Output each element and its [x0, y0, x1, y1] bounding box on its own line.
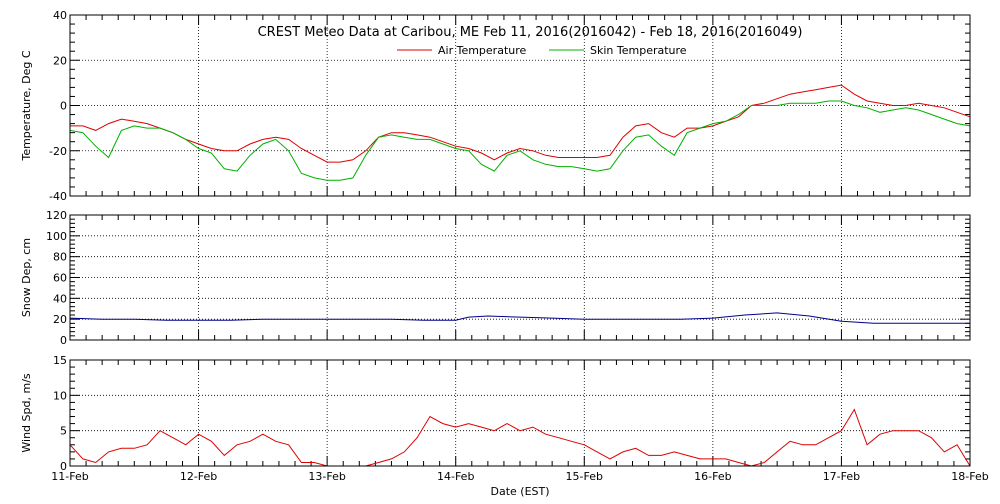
- temperature-y-tick-label: 40: [53, 9, 67, 22]
- temperature-series-air-temperature: [70, 84, 971, 163]
- wind-speed-series-line-0: [69, 408, 971, 467]
- snow-depth-y-tick-label: 80: [53, 251, 67, 264]
- legend-air-temperature-label: Air Temperature: [438, 44, 527, 57]
- wind-speed-panel: 0 5 10 15 Wind Spd, m/s: [20, 354, 971, 473]
- chart-legend: Air Temperature Skin Temperature: [397, 44, 687, 57]
- legend-skin-temperature-label: Skin Temperature: [590, 44, 687, 57]
- x-tick-label: 14-Feb: [437, 470, 474, 483]
- wind-speed-y-tick-label: 15: [53, 354, 67, 367]
- snow-depth-y-tick-label: 60: [53, 272, 67, 285]
- x-tick-label: 16-Feb: [694, 470, 731, 483]
- snow-depth-y-tick-label: 120: [46, 209, 67, 222]
- temperature-y-tick-label: 0: [60, 100, 67, 113]
- snow-depth-y-tick-label: 40: [53, 292, 67, 305]
- wind-speed-y-tick-label: 5: [60, 425, 67, 438]
- wind-speed-frame: [69, 359, 971, 467]
- wind-speed-y-tick-label: 0: [60, 460, 67, 473]
- snow-depth-y-axis-label: Snow Dep, cm: [20, 238, 33, 317]
- x-tick-label: 18-Feb: [951, 470, 988, 483]
- temperature-y-axis-label: Temperature, Deg C: [20, 50, 33, 161]
- x-tick-label: 15-Feb: [566, 470, 603, 483]
- x-tick-label: 11-Feb: [51, 470, 88, 483]
- temperature-y-tick-label: -40: [49, 190, 67, 203]
- temperature-panel: -40 -20 0 20 40 Temperature, Deg C: [20, 9, 971, 203]
- wind-speed-y-tick-label: 10: [53, 389, 67, 402]
- snow-depth-series-line-0: [69, 312, 970, 324]
- chart-title: CREST Meteo Data at Caribou, ME Feb 11, …: [258, 25, 803, 40]
- temperature-y-tick-label: 20: [53, 54, 67, 67]
- x-axis-label: Date (EST): [490, 485, 549, 498]
- snow-depth-y-tick-label: 20: [53, 313, 67, 326]
- temperature-series-skin-temperature: [69, 100, 971, 181]
- snow-depth-y-tick-label: 0: [60, 334, 67, 347]
- x-tick-label: 13-Feb: [308, 470, 345, 483]
- temperature-frame: [69, 14, 971, 197]
- x-tick-label: 17-Feb: [823, 470, 860, 483]
- panels-layer: -40 -20 0 20 40 Temperature, Deg C 0 20 40 60 80 10…: [20, 9, 989, 483]
- wind-speed-y-axis-label: Wind Spd, m/s: [20, 373, 33, 453]
- x-tick-label: 12-Feb: [180, 470, 217, 483]
- snow-depth-frame: [69, 214, 971, 341]
- temperature-y-tick-label: -20: [49, 145, 67, 158]
- snow-depth-y-tick-label: 100: [46, 230, 67, 243]
- snow-depth-panel: 0 20 40 60 80 100 120 Snow Dep, cm: [20, 209, 971, 347]
